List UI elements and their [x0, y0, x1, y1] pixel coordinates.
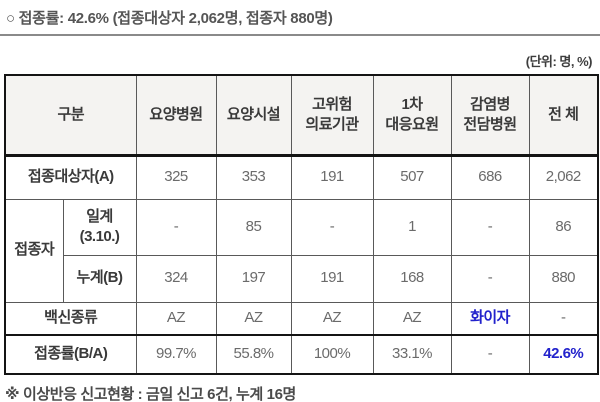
table-cell: 1 [372, 198, 452, 256]
table-cell: 324 [135, 254, 217, 303]
table-cell: 100% [290, 334, 374, 375]
unit-label: (단위: 명, %) [525, 54, 593, 69]
header-nursing-facility: 요양시설 [215, 74, 292, 157]
top-divider [0, 34, 600, 36]
table-cell: AZ [215, 301, 292, 336]
table-cell: - [135, 198, 217, 256]
table-cell: 191 [290, 154, 374, 200]
table-cell: AZ [135, 301, 217, 336]
table-cell: 55.8% [215, 334, 292, 375]
row-label-vaccinated-group: 접종자 [4, 198, 64, 303]
table-cell: 33.1% [372, 334, 452, 375]
table-cell: 86 [528, 198, 599, 256]
table-cell: 507 [372, 154, 452, 200]
row-label-targets: 접종대상자(A) [4, 154, 137, 200]
row-label-cumulative: 누계(B) [62, 254, 137, 303]
vaccination-table: 구분 요양병원 요양시설 고위험 의료기관 1차 대응요원 감염병 전담병원 전… [4, 74, 600, 375]
table-header-row: 구분 요양병원 요양시설 고위험 의료기관 1차 대응요원 감염병 전담병원 전… [4, 74, 599, 157]
table-cell: - [528, 301, 599, 336]
table-cell-pfizer: 화이자 [450, 301, 530, 336]
targets-row: 접종대상자(A) 325 353 191 507 686 2,062 [4, 154, 599, 200]
table-cell: 2,062 [528, 154, 599, 200]
vaccine-type-row: 백신종류 AZ AZ AZ AZ 화이자 - [4, 301, 599, 336]
table-cell: - [290, 198, 374, 256]
adverse-reaction-note: ※ 이상반응 신고현황 : 금일 신고 6건, 누계 16명 [5, 386, 296, 402]
table-cell: 85 [215, 198, 292, 256]
table-cell: 99.7% [135, 334, 217, 375]
table-cell: 686 [450, 154, 530, 200]
table-cell: - [450, 334, 530, 375]
row-label-vaccine-type: 백신종류 [4, 301, 137, 336]
table-cell: - [450, 198, 530, 256]
table-cell-total-rate: 42.6% [528, 334, 599, 375]
cumulative-row: 누계(B) 324 197 191 168 - 880 [5, 254, 599, 303]
header-total: 전 체 [528, 74, 599, 157]
table-cell: 197 [215, 254, 292, 303]
table-cell: 880 [528, 254, 599, 303]
table-cell: - [450, 254, 530, 303]
header-nursing-hospital: 요양병원 [135, 74, 217, 157]
table-cell: AZ [372, 301, 452, 336]
rate-row: 접종률(B/A) 99.7% 55.8% 100% 33.1% - 42.6% [4, 334, 599, 375]
daily-row: 접종자 일계 (3.10.) - 85 - 1 - 86 [4, 198, 599, 303]
table-cell: 353 [215, 154, 292, 200]
row-label-rate: 접종률(B/A) [4, 334, 137, 375]
table-cell: 325 [135, 154, 217, 200]
header-first-responders: 1차 대응요원 [372, 74, 452, 157]
table-cell: AZ [290, 301, 374, 336]
row-label-daily: 일계 (3.10.) [62, 198, 137, 256]
table-cell: 191 [290, 254, 374, 303]
table-cell: 168 [372, 254, 452, 303]
header-infectious-disease-hospital: 감염병 전담병원 [450, 74, 530, 157]
header-high-risk-medical: 고위험 의료기관 [290, 74, 374, 157]
header-category: 구분 [4, 74, 137, 157]
vaccination-rate-summary: ○ 접종률: 42.6% (접종대상자 2,062명, 접종자 880명) [6, 10, 333, 27]
